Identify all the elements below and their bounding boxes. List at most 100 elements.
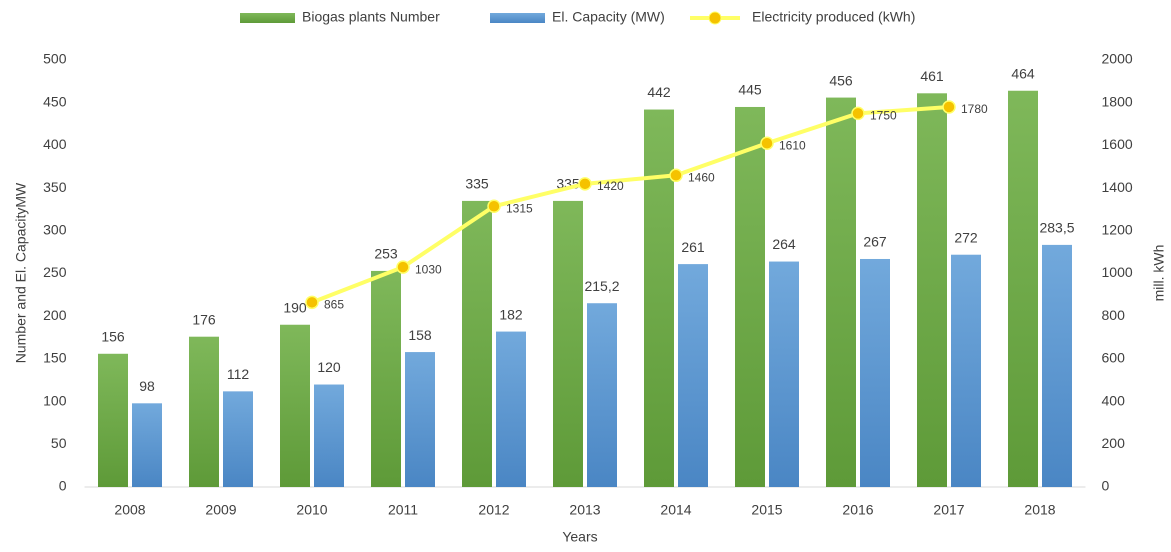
y2-axis-label: mill. kWh	[1151, 245, 1167, 302]
bar	[98, 353, 128, 487]
bar	[132, 403, 162, 487]
data-label: 158	[408, 327, 432, 343]
x-tick-label: 2014	[660, 502, 691, 518]
bar	[951, 254, 981, 487]
y2-tick-label: 1800	[1102, 93, 1133, 109]
line-marker	[851, 106, 865, 121]
y-tick-label: 450	[43, 93, 67, 109]
line-marker	[760, 136, 774, 151]
y-tick-label: 50	[51, 435, 67, 451]
data-label: 461	[920, 68, 944, 84]
line-marker	[578, 177, 592, 191]
data-label: 1420	[597, 179, 624, 193]
data-label: 464	[1011, 65, 1035, 81]
x-tick-label: 2009	[205, 502, 236, 518]
line-marker	[487, 199, 501, 213]
bar	[553, 200, 583, 487]
y-tick-label: 500	[43, 51, 67, 67]
x-tick-label: 2011	[388, 502, 418, 518]
y2-tick-label: 1000	[1102, 264, 1133, 280]
data-label: 98	[139, 378, 155, 394]
legend-label: Biogas plants Number	[302, 9, 440, 25]
y2-tick-label: 600	[1102, 350, 1126, 366]
data-label: 112	[227, 366, 250, 382]
legend-label: El. Capacity (MW)	[552, 9, 665, 25]
bar	[769, 261, 799, 487]
data-label: 215,2	[584, 278, 619, 294]
data-label: 445	[738, 82, 762, 98]
y2-tick-label: 1200	[1102, 222, 1133, 238]
data-label: 1315	[506, 201, 533, 215]
data-label: 272	[954, 229, 978, 245]
bar	[189, 336, 219, 487]
line-marker	[669, 168, 683, 183]
y-tick-label: 0	[59, 478, 67, 494]
bar	[644, 109, 674, 488]
bar	[587, 303, 617, 487]
data-label: 267	[863, 234, 887, 250]
bar	[496, 331, 526, 487]
legend-label: Electricity produced (kWh)	[752, 9, 915, 25]
data-label: 456	[829, 72, 853, 88]
y-tick-label: 350	[43, 179, 67, 195]
data-label: 120	[317, 359, 341, 375]
x-tick-label: 2013	[569, 502, 600, 518]
y2-tick-label: 1400	[1102, 179, 1133, 195]
data-label: 176	[192, 311, 216, 327]
data-label: 261	[681, 239, 705, 255]
y2-tick-label: 2000	[1102, 51, 1133, 67]
bar	[314, 384, 344, 487]
y2-tick-label: 200	[1102, 435, 1126, 451]
y-tick-label: 250	[43, 264, 67, 280]
bar	[917, 93, 947, 487]
y-axis-label: Number and El. CapacityMW	[13, 182, 29, 363]
x-tick-label: 2017	[933, 502, 964, 518]
bar	[1008, 90, 1038, 487]
line-marker	[396, 260, 410, 274]
data-label: 182	[499, 306, 523, 322]
data-label: 1610	[779, 138, 806, 152]
legend-swatch	[708, 11, 722, 25]
data-label: 264	[772, 236, 796, 252]
legend-swatch	[240, 13, 295, 23]
data-label: 1750	[870, 109, 897, 123]
x-tick-label: 2015	[751, 502, 782, 518]
y2-tick-label: 400	[1102, 392, 1126, 408]
data-label: 865	[324, 297, 344, 311]
data-label: 156	[101, 328, 125, 344]
bar	[860, 258, 890, 487]
bar	[223, 391, 253, 487]
x-tick-label: 2012	[478, 502, 509, 518]
x-axis-label: Years	[562, 529, 597, 545]
bar	[371, 270, 401, 487]
y-tick-label: 100	[43, 392, 67, 408]
data-label: 442	[647, 84, 671, 100]
y-tick-label: 200	[43, 307, 67, 323]
bar	[826, 97, 856, 488]
bar	[678, 264, 708, 487]
data-label: 190	[283, 299, 307, 315]
line-marker	[942, 100, 956, 114]
x-tick-label: 2016	[842, 502, 873, 518]
bar	[405, 352, 435, 487]
line	[311, 104, 950, 305]
y2-tick-label: 800	[1102, 307, 1126, 323]
data-label: 1460	[688, 170, 715, 184]
bar	[1042, 244, 1072, 487]
legend-swatch	[490, 13, 545, 23]
bar	[280, 324, 310, 487]
data-label: 1030	[415, 262, 442, 276]
x-tick-label: 2018	[1024, 502, 1055, 518]
y-tick-label: 400	[43, 136, 67, 152]
line-marker	[305, 295, 319, 310]
data-label: 335	[465, 176, 489, 192]
bar	[735, 106, 765, 487]
y-tick-label: 300	[43, 222, 67, 238]
data-label: 253	[374, 246, 398, 262]
x-tick-label: 2010	[296, 502, 327, 518]
x-tick-label: 2008	[114, 502, 145, 518]
data-label: 283,5	[1039, 220, 1074, 236]
data-label: 1780	[961, 102, 988, 116]
bar	[462, 200, 492, 487]
